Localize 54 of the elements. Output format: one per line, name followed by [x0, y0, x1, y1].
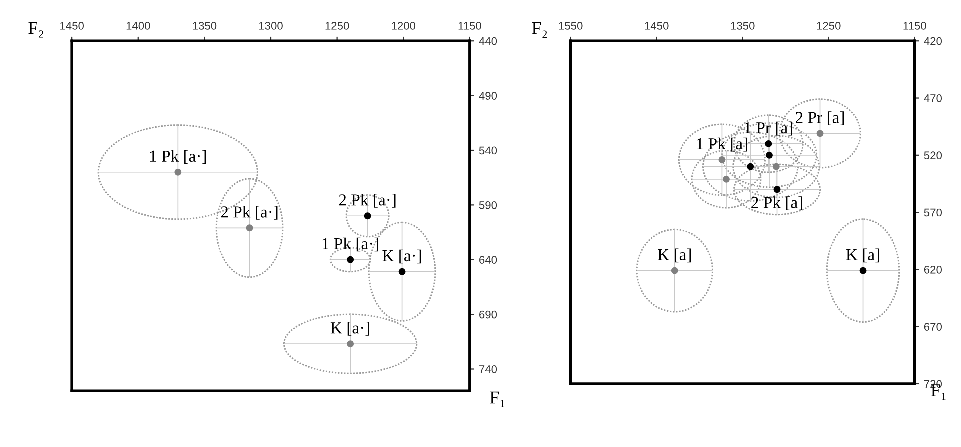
point — [765, 140, 772, 148]
x-tick-label: 1350 — [193, 22, 217, 30]
x-tick-label: 1300 — [259, 22, 283, 30]
y-tick-label: 520 — [924, 152, 942, 160]
y-tick-label: 620 — [924, 266, 942, 274]
series-label: 1 Pk [a·] — [150, 150, 206, 164]
x-tick-label: 1200 — [392, 22, 416, 30]
x-tick-label: 1400 — [126, 22, 150, 30]
series-label: 2 Pk [a·] — [339, 194, 396, 208]
y-tick-label: 440 — [479, 37, 498, 46]
x-tick-label: 1150 — [458, 22, 482, 30]
series-label: 2 Pk [a·] — [221, 206, 278, 220]
point — [723, 176, 730, 183]
point — [347, 340, 354, 348]
series-label: K [a] — [846, 248, 880, 263]
x-tick-label: 1450 — [645, 22, 669, 30]
y-tick-label: 690 — [480, 310, 498, 319]
x-tick-label: 1350 — [731, 22, 755, 30]
point — [772, 163, 780, 170]
series-label: 1 Pr [a] — [745, 122, 792, 136]
y-tick-label: 640 — [480, 256, 498, 264]
y-axis-title: F₁ — [490, 392, 505, 408]
y-tick-label: 740 — [480, 366, 498, 374]
series-label: 2 Pr [a] — [796, 112, 844, 126]
series-label: K [a] — [658, 248, 692, 263]
point — [718, 156, 726, 164]
y-tick-label: 590 — [479, 201, 498, 210]
y-tick-label: 670 — [924, 323, 942, 331]
point — [816, 130, 824, 138]
series-label: K [a·] — [382, 250, 422, 264]
point — [398, 268, 406, 276]
y-tick-label: 470 — [924, 94, 942, 102]
y-tick-label: 570 — [924, 208, 942, 217]
y-tick-label: 490 — [479, 92, 498, 100]
x-tick-label: 1150 — [904, 22, 926, 30]
point — [636, 228, 714, 313]
point — [174, 168, 182, 176]
point — [747, 163, 754, 170]
x-axis-title: F₂ — [28, 22, 44, 38]
series-label: K [a·] — [330, 322, 370, 336]
series-label: 1 Pk [a·] — [322, 238, 378, 252]
point — [766, 152, 773, 159]
point — [246, 224, 254, 232]
x-tick-label: 1250 — [817, 22, 841, 30]
point — [860, 267, 867, 274]
y-tick-label: 420 — [924, 37, 942, 46]
x-axis-title: F₂ — [532, 22, 548, 38]
x-tick-label: 1450 — [60, 22, 84, 30]
x-tick-label: 1250 — [326, 22, 350, 30]
point — [774, 186, 781, 194]
y-tick-label: 540 — [479, 146, 498, 155]
series-label: 1 Pk [a] — [697, 138, 748, 152]
series-label: 2 Pk [a] — [752, 196, 802, 210]
x-tick-label: 1550 — [559, 22, 583, 30]
